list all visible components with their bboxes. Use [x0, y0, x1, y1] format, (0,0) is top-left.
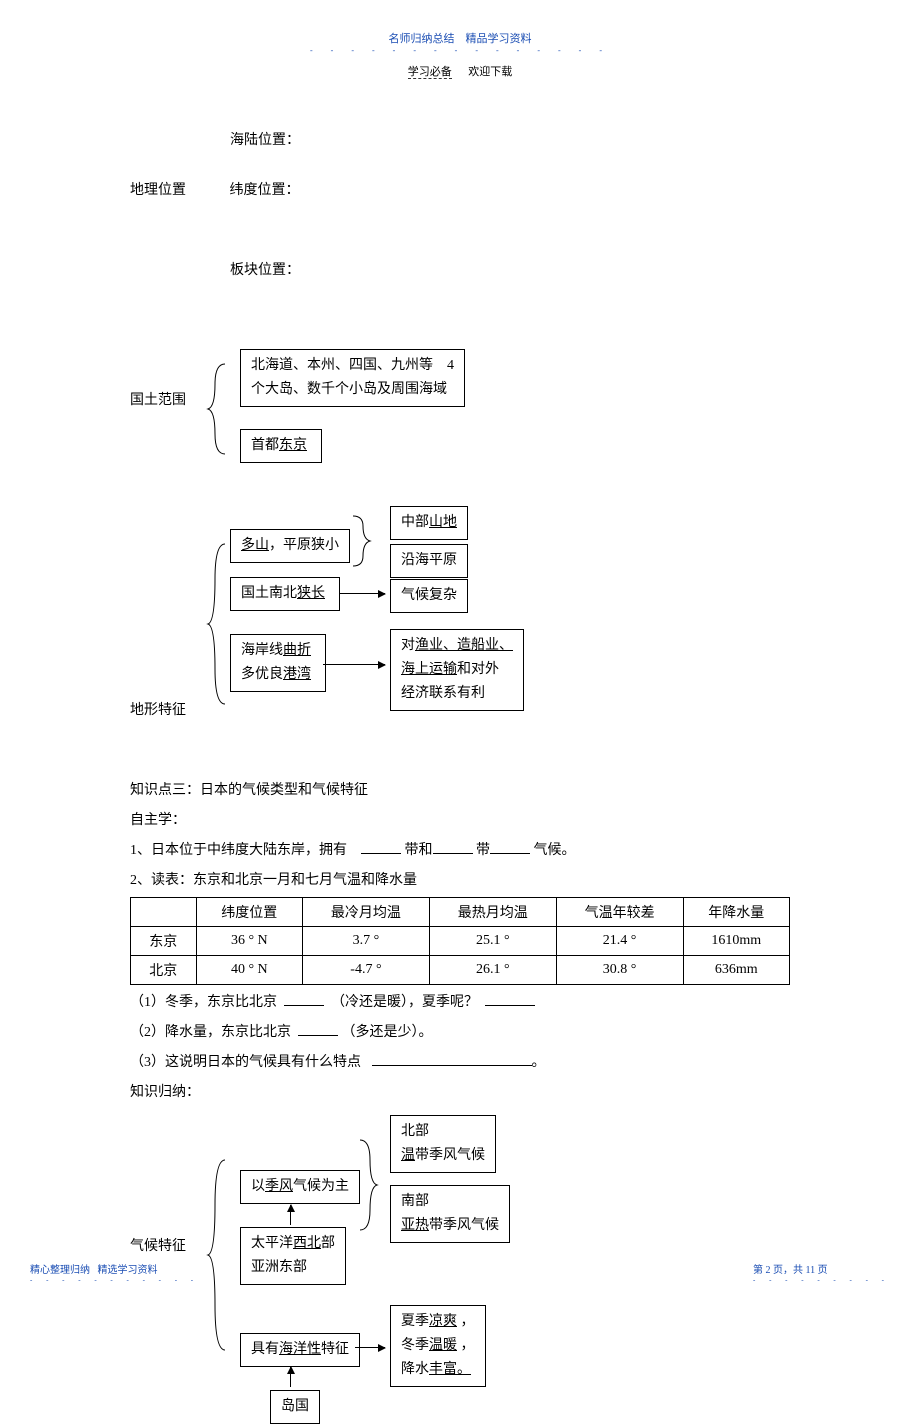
territory-box2: 首都东京: [240, 429, 322, 463]
table-header-row: 纬度位置 最冷月均温 最热月均温 气温年较差 年降水量: [131, 898, 790, 927]
selfstudy-label: 自主学：: [130, 809, 790, 833]
arrow-icon: [355, 1347, 385, 1348]
climate-table: 纬度位置 最冷月均温 最热月均温 气温年较差 年降水量 东京 36 ° N 3.…: [130, 897, 790, 985]
header-sub-right: 欢迎下载: [468, 66, 512, 78]
geo-plate: 板块位置：: [230, 259, 790, 279]
footer-right: 第 2 页，共 11 页 - - - - - - - - -: [753, 1261, 890, 1284]
page-header: 名师归纳总结 精品学习资料 - - - - - - - - - - - - - …: [0, 0, 920, 79]
climate-r2: 南部 亚热带季风气候: [390, 1185, 510, 1243]
climate-b3: 具有海洋性特征: [240, 1333, 360, 1367]
footer-left: 精心整理归纳 精选学习资料 - - - - - - - - - - -: [30, 1261, 199, 1284]
header-sub-left: 学习必备: [408, 66, 452, 79]
climate-b4: 岛国: [270, 1390, 320, 1424]
terrain-label: 地形特征: [130, 699, 186, 719]
sub1: （1）冬季，东京比北京 （冷还是暖），夏季呢？: [130, 991, 790, 1015]
territory-label: 国土范围: [130, 389, 186, 409]
arrow-icon: [323, 664, 385, 665]
terrain-b3: 海岸线曲折 多优良港湾: [230, 634, 326, 692]
q1: 1、日本位于中纬度大陆东岸，拥有 带和 带 气候。: [130, 839, 790, 863]
terrain-r4: 对渔业、造船业、 海上运输和对外 经济联系有利: [390, 629, 524, 711]
geo-label: 地理位置: [130, 183, 186, 198]
terrain-b2: 国土南北狭长: [230, 577, 340, 611]
table-row: 东京 36 ° N 3.7 ° 25.1 ° 21.4 ° 1610mm: [131, 927, 790, 956]
brace-icon: [200, 359, 230, 459]
climate-r3: 夏季凉爽 ， 冬季温暖 ， 降水丰富。: [390, 1305, 486, 1387]
header-title-right: 精品学习资料: [466, 33, 532, 45]
arrow-up-icon: [290, 1205, 291, 1225]
brace-icon: [200, 1155, 230, 1355]
climate-r1: 北部 温带季风气候: [390, 1115, 496, 1173]
brace-icon: [355, 1135, 385, 1235]
sub2: （2）降水量，东京比北京 （多还是少）。: [130, 1021, 790, 1045]
terrain-r2: 沿海平原: [390, 544, 468, 578]
terrain-r3: 气候复杂: [390, 579, 468, 613]
header-title-left: 名师归纳总结: [389, 33, 455, 45]
terrain-r1: 中部山地: [390, 506, 468, 540]
arrow-icon: [340, 593, 385, 594]
territory-box1: 北海道、本州、四国、九州等 4 个大岛、数千个小岛及周围海域: [240, 349, 465, 407]
q2: 2、读表：东京和北京一月和七月气温和降水量: [130, 869, 790, 893]
header-dots: - - - - - - - - - - - - - - -: [0, 46, 920, 55]
brace-icon: [348, 511, 378, 571]
climate-b2: 太平洋西北部 亚洲东部: [240, 1227, 346, 1285]
summary-label: 知识归纳：: [130, 1081, 790, 1105]
geo-sea: 海陆位置：: [230, 129, 790, 149]
table-row: 北京 40 ° N -4.7 ° 26.1 ° 30.8 ° 636mm: [131, 956, 790, 985]
geo-lat: 纬度位置：: [230, 183, 300, 198]
brace-icon: [200, 539, 230, 709]
climate-label: 气候特征: [130, 1235, 186, 1255]
sub3: （3）这说明日本的气候具有什么特点 。: [130, 1051, 790, 1075]
arrow-up-icon: [290, 1367, 291, 1387]
point3-title: 知识点三：日本的气候类型和气候特征: [130, 779, 790, 803]
climate-b1: 以季风气候为主: [240, 1170, 360, 1204]
terrain-b1: 多山，平原狭小: [230, 529, 350, 563]
